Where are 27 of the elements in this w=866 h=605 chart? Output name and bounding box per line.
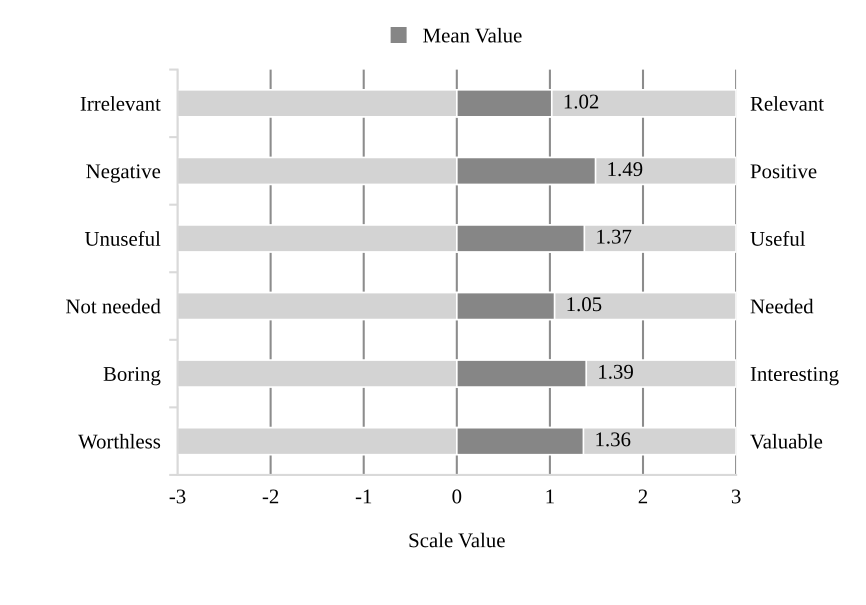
data-label: 1.36 xyxy=(596,432,630,446)
x-tick-label: -3 xyxy=(170,489,186,504)
y2-tick-label: Valuable xyxy=(750,434,822,449)
data-label: 1.37 xyxy=(597,230,632,244)
legend-label: Mean Value xyxy=(423,28,522,43)
x-tick-label: 2 xyxy=(638,489,648,504)
data-label: 1.39 xyxy=(599,364,633,379)
data-label: 1.02 xyxy=(564,94,598,109)
data-label: 1.05 xyxy=(568,297,602,312)
x-tick-label: 1 xyxy=(546,490,554,504)
x-tick-label: 0 xyxy=(452,489,462,504)
y2-tick-label: Interesting xyxy=(750,366,839,386)
x-tick-label: -2 xyxy=(262,489,278,504)
y-tick-label: Unuseful xyxy=(84,231,160,246)
y-tick-label: Not needed xyxy=(66,298,161,314)
y-tick-label: Worthless xyxy=(78,434,160,449)
y2-tick-label: Relevant xyxy=(750,96,824,111)
y-tick-label: Negative xyxy=(86,164,160,183)
x-tick-label: -1 xyxy=(356,490,372,504)
y-tick-label: Boring xyxy=(104,366,160,386)
y-tick-label: Irrelevant xyxy=(80,96,161,111)
x-axis-title: Scale Value xyxy=(410,532,505,548)
y2-tick-label: Needed xyxy=(750,298,814,314)
data-label: 1.49 xyxy=(608,162,642,176)
y2-tick-label: Useful xyxy=(750,231,806,246)
x-tick-label: 3 xyxy=(732,489,740,504)
y2-tick-label: Positive xyxy=(750,164,816,178)
